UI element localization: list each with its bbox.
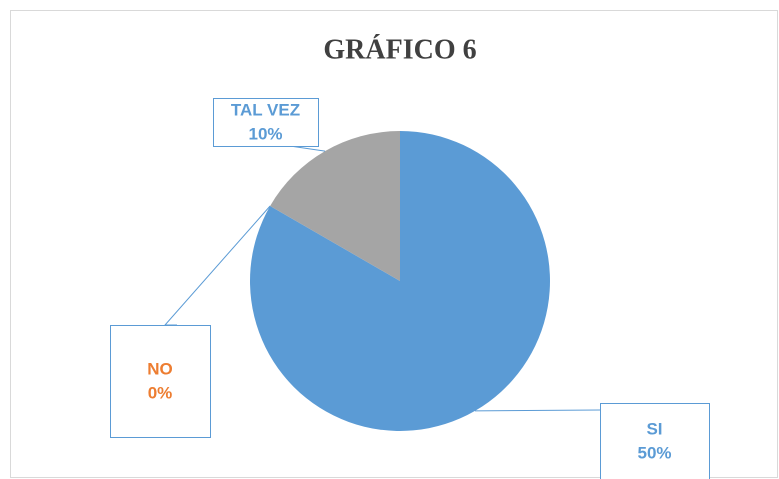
data-label-category: NO [147,359,173,378]
pie-slice [270,131,400,281]
data-label-category: SI [646,419,662,438]
chart-title: GRÁFICO 6 [323,34,476,65]
pie-slice [250,131,551,432]
data-label-value: 0% [148,383,173,402]
callout-box [213,98,319,147]
callout-box [600,403,710,479]
data-label-category: TAL VEZ [231,100,300,119]
data-label-value: 10% [248,124,282,143]
callout-box [110,325,211,438]
data-label-value: 50% [637,443,671,462]
